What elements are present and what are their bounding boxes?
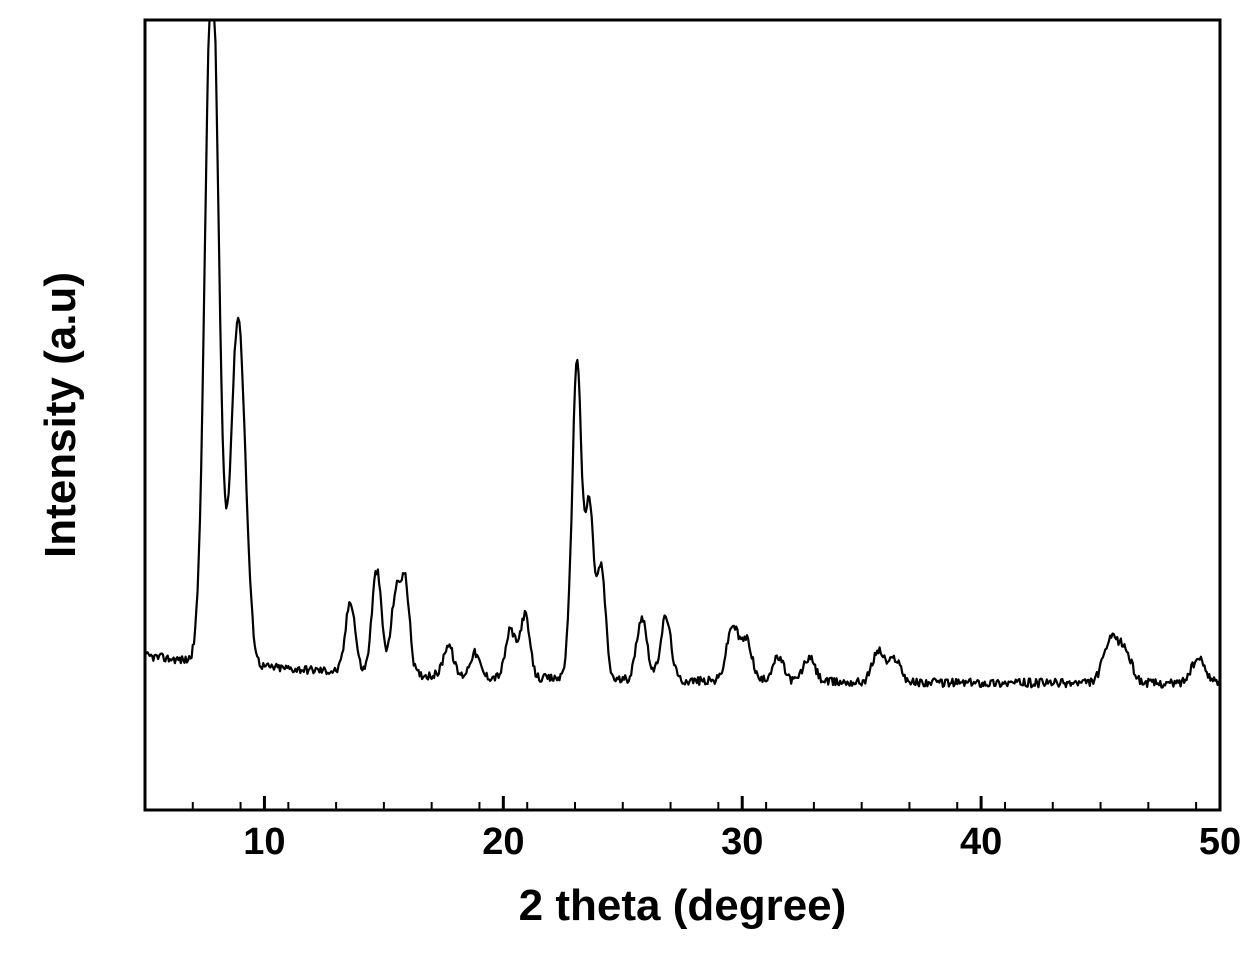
x-tick-label: 30 <box>721 821 763 863</box>
x-tick-label: 20 <box>482 821 524 863</box>
x-axis-label: 2 theta (degree) <box>519 881 847 930</box>
y-axis-label: Intensity (a.u) <box>36 272 85 558</box>
plot-frame <box>145 20 1220 810</box>
x-tick-label: 10 <box>243 821 285 863</box>
x-tick-label: 40 <box>960 821 1002 863</box>
chart-svg: 10 20 30 40 50 2 theta (degree) Intensity (a.u… <box>0 0 1240 965</box>
x-tick-label: 50 <box>1199 821 1240 863</box>
xrd-chart: 10 20 30 40 50 2 theta (degree) Intensity (a.u… <box>0 0 1240 965</box>
